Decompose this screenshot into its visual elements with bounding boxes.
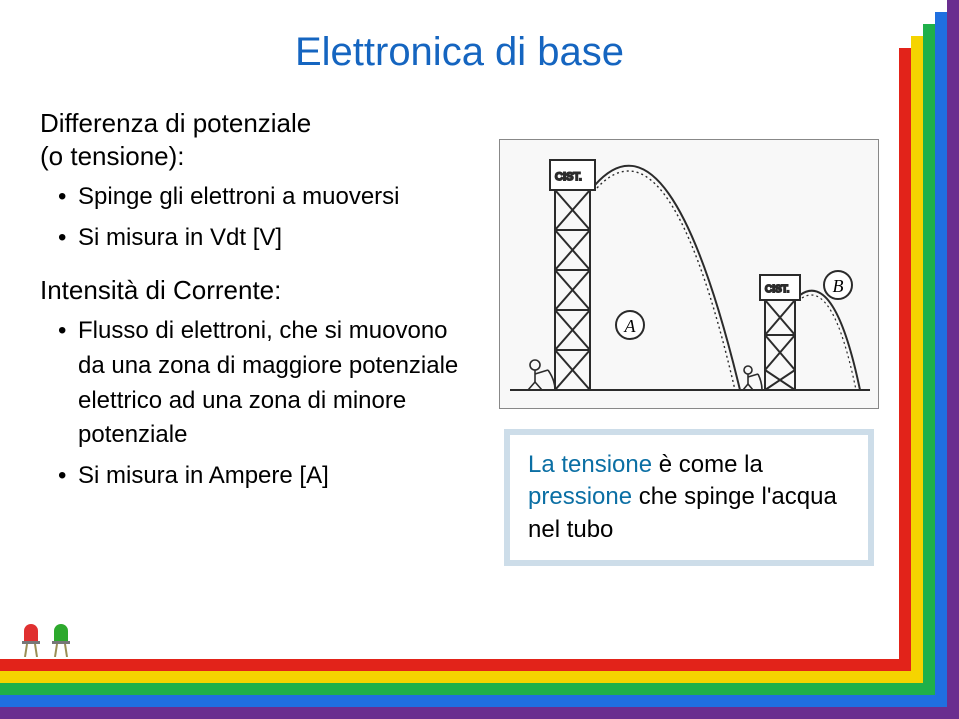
list-item: Spinge gli elettroni a muoversi xyxy=(58,180,475,215)
svg-text:CIST.: CIST. xyxy=(765,284,789,295)
led-icons xyxy=(10,613,84,657)
border-b5 xyxy=(0,659,911,671)
svg-text:CIST.: CIST. xyxy=(555,171,582,183)
caption-text: La tensione è come la pressione che spin… xyxy=(528,449,850,546)
border-b2 xyxy=(0,695,947,707)
section1-heading: Differenza di potenziale (o tensione): xyxy=(40,107,475,172)
slide-content: Elettronica di base Differenza di potenz… xyxy=(40,30,879,639)
caption-box: La tensione è come la pressione che spin… xyxy=(504,429,874,566)
water-pressure-diagram: CIST. xyxy=(499,139,879,409)
section1-heading-line1: Differenza di potenziale xyxy=(40,108,311,138)
list-item: Si misura in Ampere [A] xyxy=(58,459,475,494)
border-b1 xyxy=(0,707,959,719)
border-r4 xyxy=(911,36,923,719)
svg-text:A: A xyxy=(624,316,637,336)
border-r1 xyxy=(947,0,959,719)
columns: Differenza di potenziale (o tensione): S… xyxy=(40,99,879,566)
svg-text:B: B xyxy=(833,276,844,296)
border-r5 xyxy=(899,48,911,719)
border-b4 xyxy=(0,671,923,683)
right-column: CIST. xyxy=(499,99,879,566)
section1-bullets: Spinge gli elettroni a muoversi Si misur… xyxy=(40,180,475,256)
list-item: Si misura in Vdt [V] xyxy=(58,221,475,256)
led-green-icon xyxy=(40,613,84,657)
diagram-svg: CIST. xyxy=(500,140,880,410)
left-column: Differenza di potenziale (o tensione): S… xyxy=(40,99,475,566)
border-b3 xyxy=(0,683,935,695)
section2-heading: Intensità di Corrente: xyxy=(40,274,475,307)
section2-bullets: Flusso di elettroni, che si muovono da u… xyxy=(40,314,475,494)
border-r3 xyxy=(923,24,935,719)
list-item: Flusso di elettroni, che si muovono da u… xyxy=(58,314,475,453)
section1-heading-line2: (o tensione): xyxy=(40,141,185,171)
page-title: Elettronica di base xyxy=(40,30,879,75)
border-r2 xyxy=(935,12,947,719)
